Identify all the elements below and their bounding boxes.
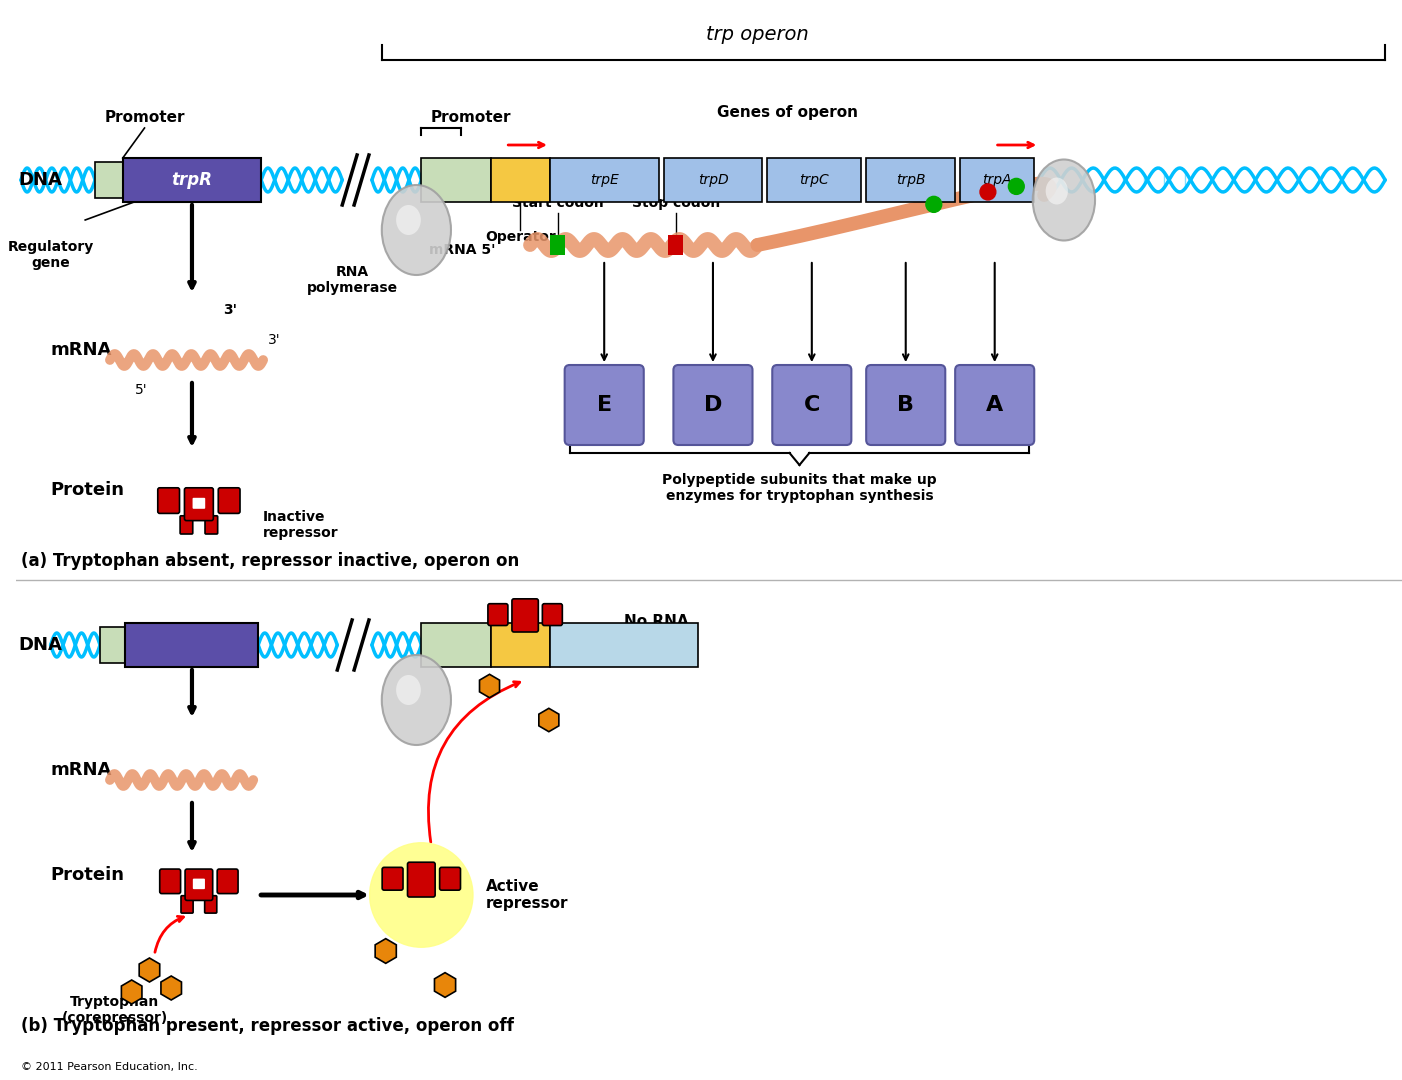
Text: Operator: Operator bbox=[485, 230, 555, 244]
Text: Stop codon: Stop codon bbox=[632, 195, 721, 210]
Text: 3': 3' bbox=[223, 303, 237, 318]
Text: Regulatory
gene: Regulatory gene bbox=[7, 240, 94, 270]
FancyBboxPatch shape bbox=[193, 879, 205, 889]
Circle shape bbox=[370, 842, 472, 947]
FancyBboxPatch shape bbox=[205, 895, 217, 913]
FancyBboxPatch shape bbox=[491, 158, 550, 202]
FancyBboxPatch shape bbox=[160, 869, 181, 893]
Text: Inactive
repressor: Inactive repressor bbox=[264, 510, 339, 540]
Text: (b) Tryptophan present, repressor active, operon off: (b) Tryptophan present, repressor active… bbox=[21, 1017, 513, 1035]
Text: trpE: trpE bbox=[590, 173, 618, 187]
Ellipse shape bbox=[381, 654, 451, 745]
Text: © 2011 Pearson Education, Inc.: © 2011 Pearson Education, Inc. bbox=[21, 1062, 198, 1072]
Text: C: C bbox=[803, 395, 820, 415]
Text: B: B bbox=[897, 395, 914, 415]
Text: Protein: Protein bbox=[50, 481, 125, 499]
FancyBboxPatch shape bbox=[673, 365, 753, 445]
FancyBboxPatch shape bbox=[217, 869, 238, 893]
Text: Protein: Protein bbox=[50, 866, 125, 885]
FancyBboxPatch shape bbox=[767, 158, 861, 202]
FancyBboxPatch shape bbox=[663, 158, 763, 202]
Ellipse shape bbox=[1033, 160, 1095, 241]
FancyBboxPatch shape bbox=[125, 623, 258, 667]
FancyBboxPatch shape bbox=[179, 516, 192, 534]
Text: Polypeptide subunits that make up
enzymes for tryptophan synthesis: Polypeptide subunits that make up enzyme… bbox=[662, 473, 937, 503]
FancyBboxPatch shape bbox=[185, 488, 213, 521]
Text: trp operon: trp operon bbox=[707, 26, 809, 44]
Text: trpB: trpB bbox=[896, 173, 925, 187]
Text: Start codon: Start codon bbox=[512, 195, 604, 210]
Ellipse shape bbox=[1046, 177, 1068, 204]
FancyBboxPatch shape bbox=[100, 627, 125, 663]
FancyBboxPatch shape bbox=[205, 516, 217, 534]
Text: E: E bbox=[597, 395, 611, 415]
Text: Promoter: Promoter bbox=[430, 110, 510, 125]
Circle shape bbox=[1008, 178, 1025, 194]
Text: DNA: DNA bbox=[18, 636, 62, 654]
Text: trpC: trpC bbox=[799, 173, 829, 187]
Text: A: A bbox=[986, 395, 1004, 415]
FancyBboxPatch shape bbox=[866, 158, 955, 202]
FancyBboxPatch shape bbox=[192, 498, 205, 509]
FancyBboxPatch shape bbox=[95, 162, 123, 198]
FancyBboxPatch shape bbox=[550, 235, 565, 255]
Circle shape bbox=[980, 184, 995, 200]
Text: DNA: DNA bbox=[18, 171, 62, 189]
Text: D: D bbox=[704, 395, 722, 415]
Ellipse shape bbox=[381, 185, 451, 275]
FancyBboxPatch shape bbox=[181, 895, 193, 913]
FancyBboxPatch shape bbox=[422, 158, 491, 202]
Circle shape bbox=[925, 197, 942, 213]
FancyBboxPatch shape bbox=[866, 365, 945, 445]
Text: 5': 5' bbox=[135, 383, 147, 397]
FancyBboxPatch shape bbox=[955, 365, 1035, 445]
Text: Promoter: Promoter bbox=[104, 110, 185, 125]
Text: mRNA: mRNA bbox=[50, 761, 112, 779]
FancyBboxPatch shape bbox=[491, 623, 550, 667]
FancyBboxPatch shape bbox=[550, 158, 659, 202]
FancyBboxPatch shape bbox=[565, 365, 644, 445]
FancyBboxPatch shape bbox=[422, 623, 491, 667]
FancyBboxPatch shape bbox=[488, 604, 508, 625]
Text: RNA
polymerase: RNA polymerase bbox=[307, 265, 398, 295]
Text: (a) Tryptophan absent, repressor inactive, operon on: (a) Tryptophan absent, repressor inactiv… bbox=[21, 552, 519, 570]
FancyBboxPatch shape bbox=[219, 488, 240, 513]
FancyBboxPatch shape bbox=[185, 869, 213, 901]
FancyBboxPatch shape bbox=[543, 604, 562, 625]
FancyBboxPatch shape bbox=[512, 598, 538, 632]
Text: trpA: trpA bbox=[983, 173, 1012, 187]
FancyBboxPatch shape bbox=[550, 623, 698, 667]
Ellipse shape bbox=[397, 205, 421, 235]
Text: trpR: trpR bbox=[171, 171, 213, 189]
FancyBboxPatch shape bbox=[408, 862, 435, 897]
FancyBboxPatch shape bbox=[773, 365, 851, 445]
Text: No RNA
made: No RNA made bbox=[624, 613, 688, 646]
Ellipse shape bbox=[397, 675, 421, 705]
Text: mRNA: mRNA bbox=[50, 341, 112, 359]
FancyBboxPatch shape bbox=[669, 235, 683, 255]
Text: trpD: trpD bbox=[698, 173, 728, 187]
Text: mRNA 5': mRNA 5' bbox=[429, 243, 495, 257]
Text: Genes of operon: Genes of operon bbox=[716, 105, 858, 120]
FancyBboxPatch shape bbox=[383, 867, 402, 890]
Text: Tryptophan
(corepressor): Tryptophan (corepressor) bbox=[62, 995, 168, 1025]
FancyBboxPatch shape bbox=[123, 158, 261, 202]
FancyBboxPatch shape bbox=[960, 158, 1035, 202]
FancyBboxPatch shape bbox=[440, 867, 460, 890]
Text: Active
repressor: Active repressor bbox=[485, 879, 568, 912]
FancyBboxPatch shape bbox=[158, 488, 179, 513]
Text: 3': 3' bbox=[268, 333, 280, 347]
